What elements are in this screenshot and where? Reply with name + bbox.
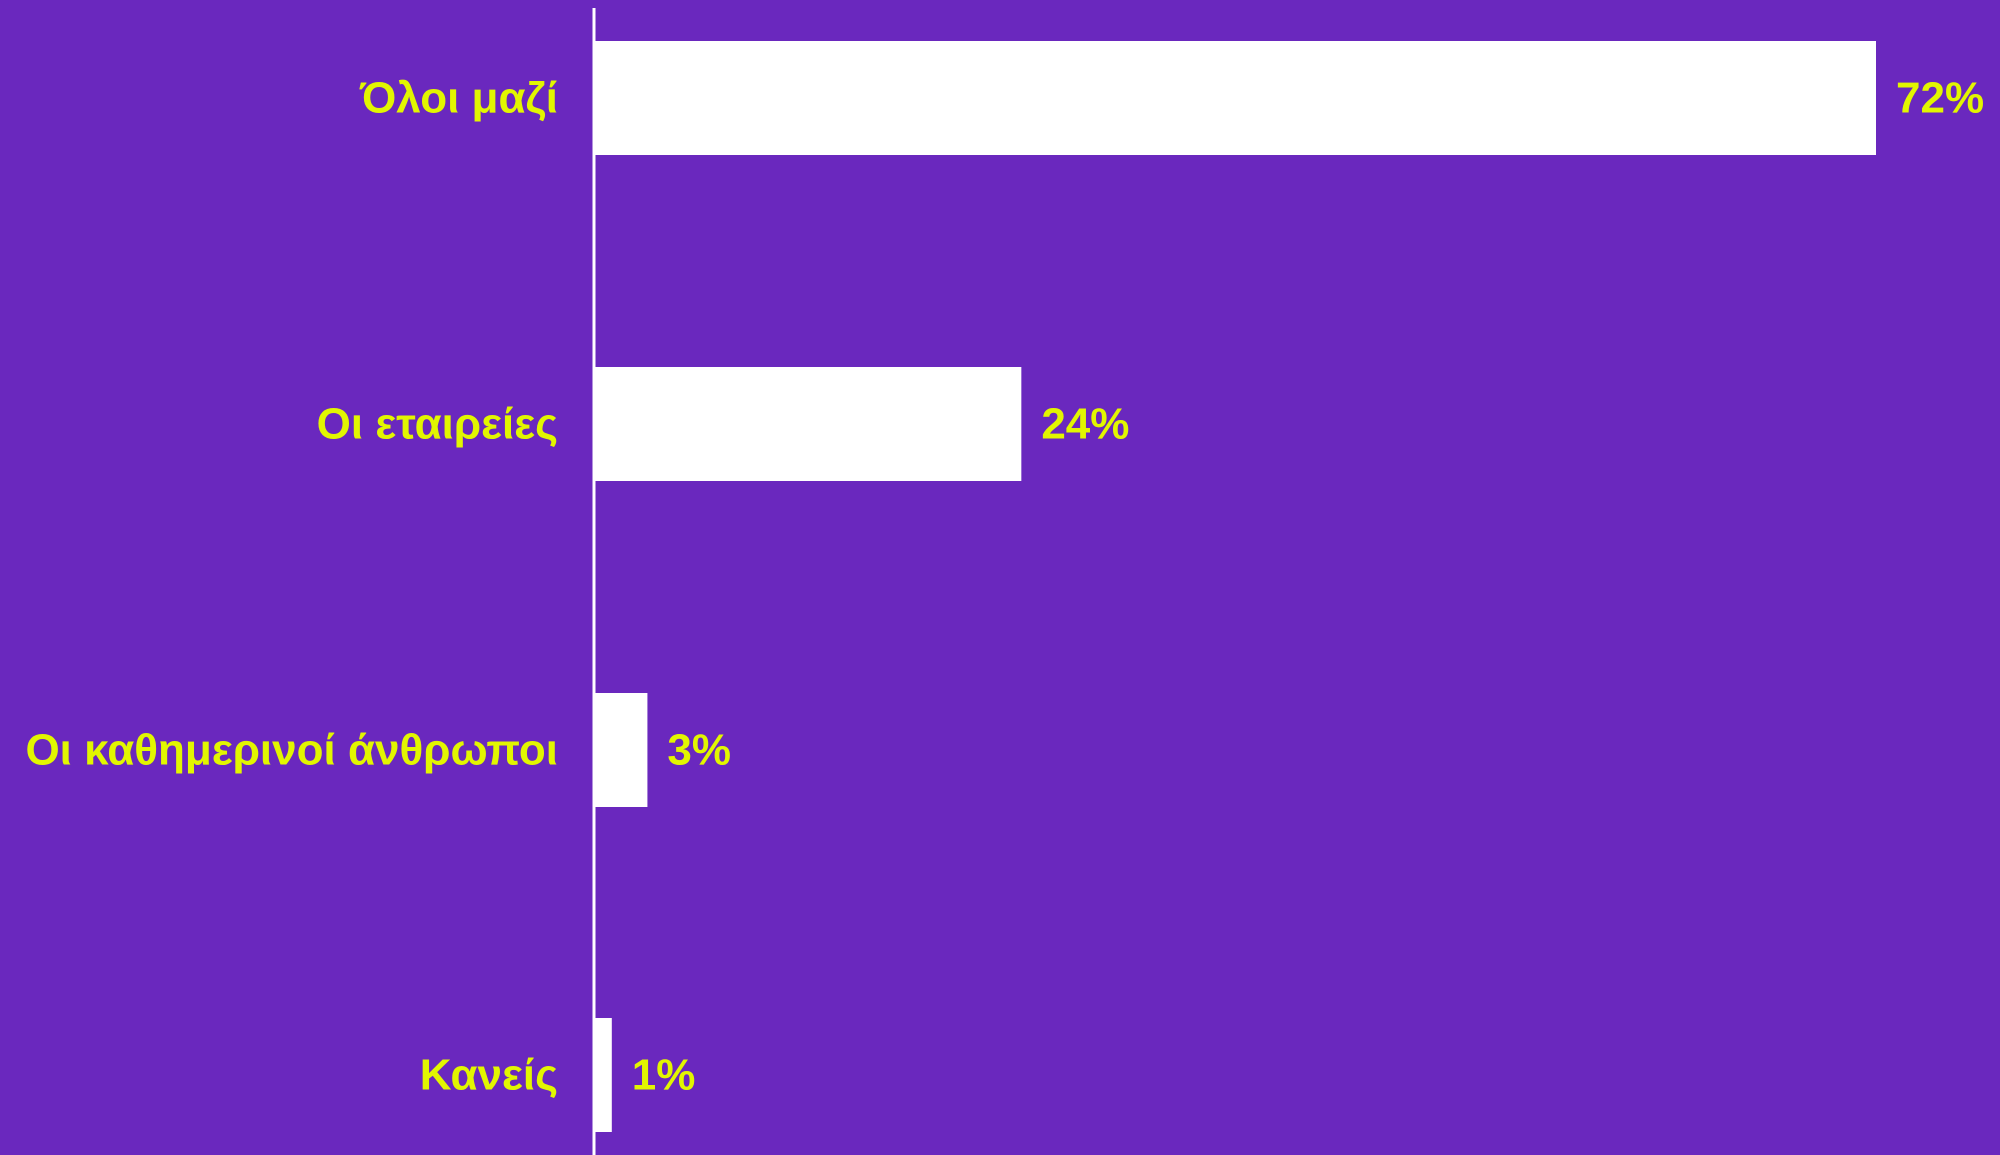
- value-label: 72%: [1896, 74, 1984, 123]
- bar: [594, 367, 1022, 481]
- category-label: Κανείς: [420, 1051, 558, 1100]
- value-label: 24%: [1041, 400, 1129, 449]
- category-label: Οι καθημερινοί άνθρωποι: [25, 726, 558, 775]
- bar: [594, 1018, 612, 1132]
- category-label: Όλοι μαζί: [359, 74, 558, 123]
- value-label: 1%: [632, 1051, 696, 1100]
- value-label: 3%: [667, 726, 731, 775]
- category-label: Οι εταιρείες: [317, 400, 558, 449]
- bar: [594, 41, 1876, 155]
- bars-layer: [594, 41, 1876, 1132]
- labels-layer: Όλοι μαζί 72% Οι εταιρείες 24% Οι καθημερινο…: [25, 74, 1984, 1100]
- bar: [594, 693, 648, 807]
